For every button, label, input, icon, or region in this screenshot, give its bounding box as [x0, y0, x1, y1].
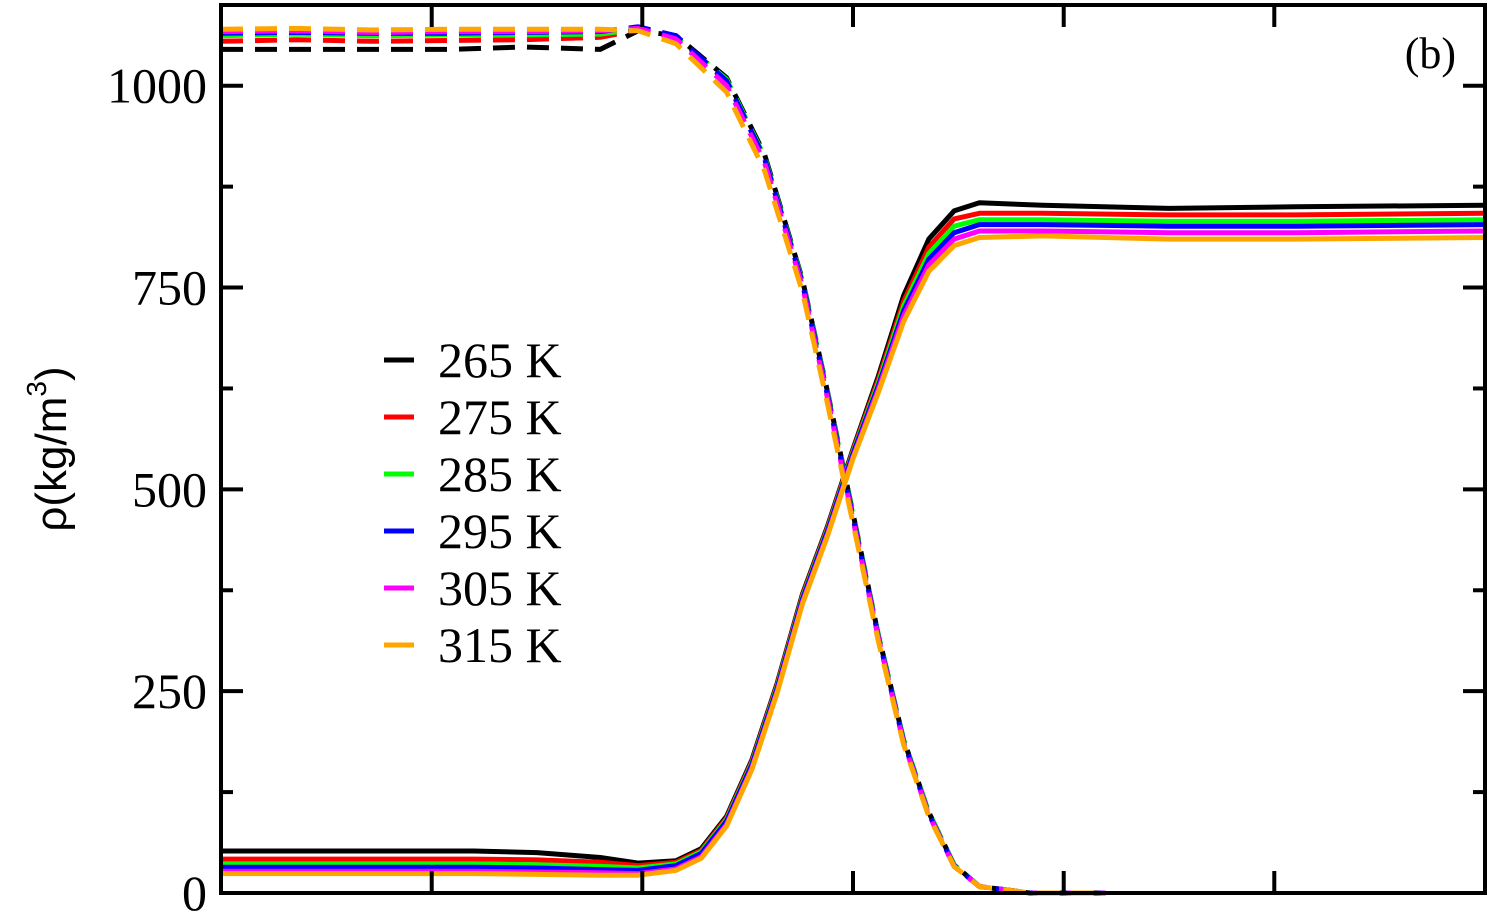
series-dashed-line-3 [220, 26, 1106, 896]
series-solid-line-4 [221, 222, 1486, 873]
series-dashed-line-5 [220, 25, 1106, 896]
series-solid-line-3 [221, 217, 1486, 871]
series-layer [220, 24, 1486, 896]
series-solid-line-2 [221, 210, 1486, 869]
y-tick-label: 250 [132, 663, 207, 719]
series-dashed-line-1 [221, 28, 1106, 896]
legend-label: 275 K [438, 389, 562, 445]
y-tick-label: 500 [132, 461, 207, 517]
legend-label: 295 K [438, 503, 562, 559]
series-dashed-line-4 [220, 24, 1106, 896]
y-axis-label-text: ρ(kg/m [27, 397, 76, 532]
y-axis-label: ρ(kg/m3) [21, 366, 76, 531]
y-tick-label: 750 [132, 260, 207, 316]
series-solid-line-6 [221, 233, 1486, 878]
series-dashed-line-2 [220, 27, 1106, 896]
series-dashed-line-6 [220, 25, 1106, 896]
y-tick-label: 1000 [107, 58, 207, 114]
y-tick-label: 0 [182, 865, 207, 918]
legend-label: 315 K [438, 617, 562, 673]
legend-label: 265 K [438, 332, 562, 388]
legend-label: 285 K [438, 446, 562, 502]
y-axis-label-close: ) [27, 366, 76, 381]
ticks-layer [221, 5, 1485, 895]
svg-text:ρ(kg/m3): ρ(kg/m3) [21, 366, 76, 531]
tick-labels-layer: 0 250 500 750 1000 [107, 58, 207, 918]
y-axis-label-superscript: 3 [21, 381, 52, 397]
legend-label: 305 K [438, 560, 562, 616]
panel-label: (b) [1405, 29, 1456, 78]
series-solid-line-5 [221, 228, 1486, 877]
